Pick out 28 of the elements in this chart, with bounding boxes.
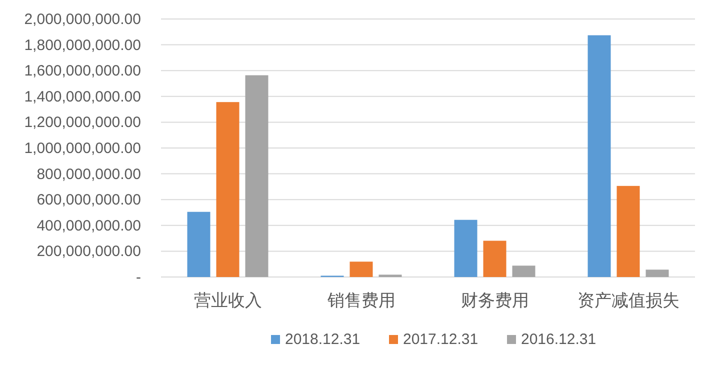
bar (187, 212, 210, 277)
legend-label: 2016.12.31 (521, 331, 596, 348)
x-tick-label: 销售费用 (326, 291, 396, 310)
x-tick-label: 财务费用 (460, 291, 529, 310)
y-tick-label: 1,400,000,000.00 (24, 88, 141, 106)
legend-label: 2018.12.31 (285, 331, 360, 348)
bar (454, 220, 478, 277)
bar (616, 186, 640, 277)
y-tick-label: 200,000,000.00 (36, 243, 141, 260)
bar (216, 102, 240, 277)
y-tick-label: 800,000,000.00 (36, 166, 141, 183)
y-tick-label: 1,000,000,000.00 (24, 140, 141, 157)
bar (588, 35, 611, 277)
y-tick-label: 1,800,000,000.00 (24, 36, 141, 54)
bar (350, 262, 373, 277)
y-tick-label: 1,200,000,000.00 (24, 114, 141, 132)
bar (483, 240, 506, 277)
y-tick-label: 2,000,000,000.00 (24, 11, 141, 28)
y-tick-label: 1,600,000,000.00 (24, 62, 141, 80)
bar (245, 75, 268, 277)
bar (646, 270, 669, 277)
y-tick-label: 600,000,000.00 (36, 192, 141, 209)
y-tick-label: 400,000,000.00 (36, 217, 141, 234)
x-tick-label: 资产减值损失 (577, 291, 680, 310)
bar (512, 266, 536, 277)
x-tick-label: 营业收入 (194, 291, 262, 310)
y-tick-label: - (136, 269, 141, 286)
legend-label: 2017.12.31 (403, 331, 478, 348)
